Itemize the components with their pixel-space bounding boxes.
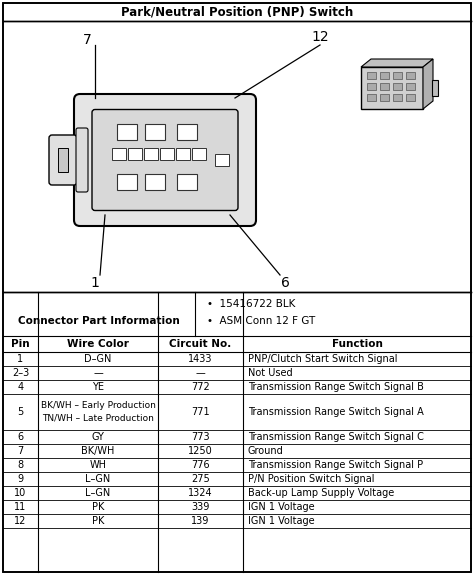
Text: 6: 6	[281, 276, 290, 290]
Polygon shape	[423, 59, 433, 109]
FancyBboxPatch shape	[76, 128, 88, 192]
Bar	[145, 174, 165, 190]
Text: GY: GY	[91, 432, 104, 442]
Bar	[367, 94, 376, 101]
Text: 771: 771	[191, 407, 210, 417]
Text: 275: 275	[191, 474, 210, 484]
Bar	[192, 148, 206, 160]
Text: •  ASM Conn 12 F GT: • ASM Conn 12 F GT	[207, 316, 315, 326]
Text: PNP/Clutch Start Switch Signal: PNP/Clutch Start Switch Signal	[248, 354, 398, 364]
Bar	[128, 148, 142, 160]
Text: Park/Neutral Position (PNP) Switch: Park/Neutral Position (PNP) Switch	[121, 6, 353, 18]
Text: 1250: 1250	[188, 446, 213, 456]
FancyBboxPatch shape	[361, 67, 423, 109]
Bar	[145, 124, 165, 140]
Bar	[144, 148, 158, 160]
Text: 1: 1	[91, 276, 100, 290]
Bar	[393, 72, 402, 79]
FancyBboxPatch shape	[92, 109, 238, 210]
Text: 12: 12	[311, 30, 329, 44]
Text: 772: 772	[191, 382, 210, 392]
Text: 1324: 1324	[188, 488, 213, 498]
Text: TN/WH – Late Production: TN/WH – Late Production	[42, 413, 154, 423]
Text: IGN 1 Voltage: IGN 1 Voltage	[248, 516, 315, 526]
Text: —: —	[196, 368, 205, 378]
Bar	[406, 83, 415, 90]
Text: 139: 139	[191, 516, 210, 526]
Text: 4: 4	[18, 382, 24, 392]
Text: WH: WH	[90, 460, 107, 470]
Text: 2–3: 2–3	[12, 368, 29, 378]
Bar	[393, 94, 402, 101]
Text: Pin: Pin	[11, 339, 30, 349]
Text: Connector Part Information: Connector Part Information	[18, 316, 180, 325]
Text: L–GN: L–GN	[85, 474, 110, 484]
Polygon shape	[361, 59, 433, 67]
Bar	[58, 148, 68, 172]
Text: 7: 7	[82, 33, 91, 47]
Bar	[380, 72, 389, 79]
Text: Transmission Range Switch Signal P: Transmission Range Switch Signal P	[248, 460, 423, 470]
Text: Transmission Range Switch Signal C: Transmission Range Switch Signal C	[248, 432, 424, 442]
Text: •  15416722 BLK: • 15416722 BLK	[207, 299, 295, 309]
Text: P/N Position Switch Signal: P/N Position Switch Signal	[248, 474, 374, 484]
Text: Wire Color: Wire Color	[67, 339, 129, 349]
Bar	[117, 174, 137, 190]
Text: L–GN: L–GN	[85, 488, 110, 498]
Text: 8: 8	[18, 460, 24, 470]
Text: Function: Function	[331, 339, 383, 349]
Text: PK: PK	[92, 502, 104, 512]
Bar	[160, 148, 174, 160]
Bar	[367, 83, 376, 90]
Bar	[380, 83, 389, 90]
Text: BK/WH: BK/WH	[82, 446, 115, 456]
Bar	[406, 72, 415, 79]
FancyBboxPatch shape	[74, 94, 256, 226]
Text: 776: 776	[191, 460, 210, 470]
Text: 12: 12	[14, 516, 27, 526]
Text: —: —	[93, 368, 103, 378]
Text: 1: 1	[18, 354, 24, 364]
Text: 7: 7	[18, 446, 24, 456]
Bar	[406, 94, 415, 101]
Text: YE: YE	[92, 382, 104, 392]
Bar	[112, 148, 126, 160]
Text: D–GN: D–GN	[84, 354, 112, 364]
Text: 339: 339	[191, 502, 210, 512]
Bar	[393, 83, 402, 90]
Text: 9: 9	[18, 474, 24, 484]
Text: 5: 5	[18, 407, 24, 417]
Text: PK: PK	[92, 516, 104, 526]
Bar	[117, 124, 137, 140]
Text: Back-up Lamp Supply Voltage: Back-up Lamp Supply Voltage	[248, 488, 394, 498]
Text: Transmission Range Switch Signal B: Transmission Range Switch Signal B	[248, 382, 424, 392]
Bar	[432, 80, 438, 96]
Bar	[177, 124, 197, 140]
Bar	[215, 154, 229, 166]
Bar	[380, 94, 389, 101]
Text: 11: 11	[14, 502, 27, 512]
Bar	[176, 148, 190, 160]
Text: Transmission Range Switch Signal A: Transmission Range Switch Signal A	[248, 407, 424, 417]
Bar	[367, 72, 376, 79]
Text: Circuit No.: Circuit No.	[169, 339, 232, 349]
Text: 773: 773	[191, 432, 210, 442]
Bar	[177, 174, 197, 190]
FancyBboxPatch shape	[49, 135, 77, 185]
Text: 10: 10	[14, 488, 27, 498]
Text: BK/WH – Early Production: BK/WH – Early Production	[41, 401, 155, 411]
Text: Ground: Ground	[248, 446, 284, 456]
Text: 6: 6	[18, 432, 24, 442]
Text: Not Used: Not Used	[248, 368, 292, 378]
Text: IGN 1 Voltage: IGN 1 Voltage	[248, 502, 315, 512]
Text: 1433: 1433	[188, 354, 213, 364]
